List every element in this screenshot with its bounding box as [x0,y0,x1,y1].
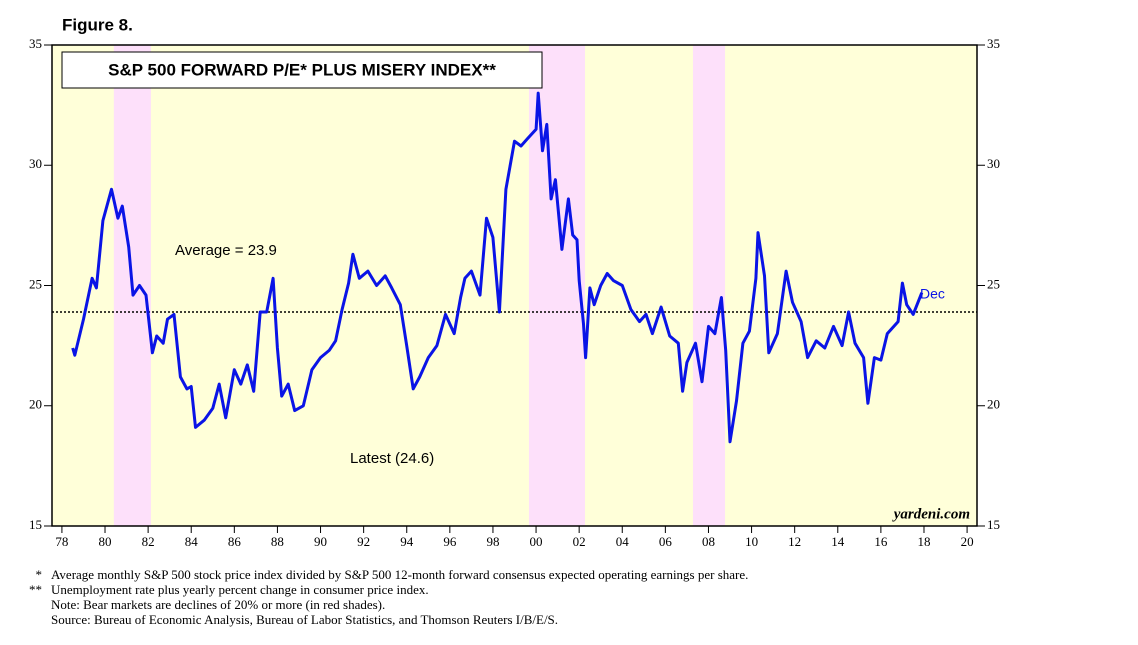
y-tick-label: 35 [29,36,42,51]
y-tick-label: 15 [29,517,42,532]
x-tick-label: 06 [659,534,673,549]
footnote: Unemployment rate plus yearly percent ch… [51,582,429,597]
plot-frame [51,44,978,527]
footnote: Average monthly S&P 500 stock price inde… [51,567,748,582]
bear-market-shade [692,45,726,526]
x-tick-label: 92 [357,534,370,549]
footnote-marker: * [36,567,43,582]
figure-label: Figure 8. [62,15,133,34]
y2-tick-label: 20 [987,397,1000,412]
source-label: yardeni.com [892,506,970,522]
annotation: Dec [920,286,945,302]
x-tick-label: 84 [185,534,199,549]
x-tick-label: 90 [314,534,327,549]
x-tick-label: 02 [573,534,586,549]
y2-tick-label: 30 [987,156,1000,171]
x-tick-label: 78 [55,534,68,549]
y-tick-label: 25 [29,276,42,291]
x-tick-label: 08 [702,534,715,549]
x-tick-label: 10 [745,534,758,549]
y-tick-label: 20 [29,397,42,412]
plot-area: 15 20 25 30 35 15 20 25 30 35 78 80 82 84 86 88 90 92 94 96… [29,36,1000,549]
title-box [61,51,543,89]
average-label: Average = 23.9 [175,242,277,259]
x-tick-label: 82 [142,534,155,549]
data-line [71,91,924,444]
x-tick-label: 96 [443,534,457,549]
y2-tick-label: 25 [987,276,1000,291]
x-tick-label: 94 [400,534,414,549]
x-tick-label: 86 [228,534,242,549]
chart-title: S&P 500 FORWARD P/E* PLUS MISERY INDEX** [108,60,496,79]
y2-tick-label: 15 [987,517,1000,532]
footnote: Source: Bureau of Economic Analysis, Bur… [51,612,558,627]
x-tick-label: 00 [530,534,543,549]
x-tick-label: 20 [961,534,974,549]
y2-tick-label: 35 [987,36,1000,51]
x-tick-label: 14 [831,534,845,549]
annotation: Latest (24.6) [350,450,434,467]
x-tick-label: 16 [874,534,888,549]
x-tick-label: 88 [271,534,284,549]
footnote: Note: Bear markets are declines of 20% o… [51,597,385,612]
x-tick-label: 12 [788,534,801,549]
footnote-marker: ** [29,582,42,597]
plot-background [52,45,977,526]
x-tick-label: 98 [486,534,499,549]
bear-market-shade [528,45,585,526]
x-tick-label: 18 [917,534,930,549]
y-tick-label: 30 [29,156,42,171]
x-tick-label: 80 [99,534,112,549]
x-tick-label: 04 [616,534,630,549]
